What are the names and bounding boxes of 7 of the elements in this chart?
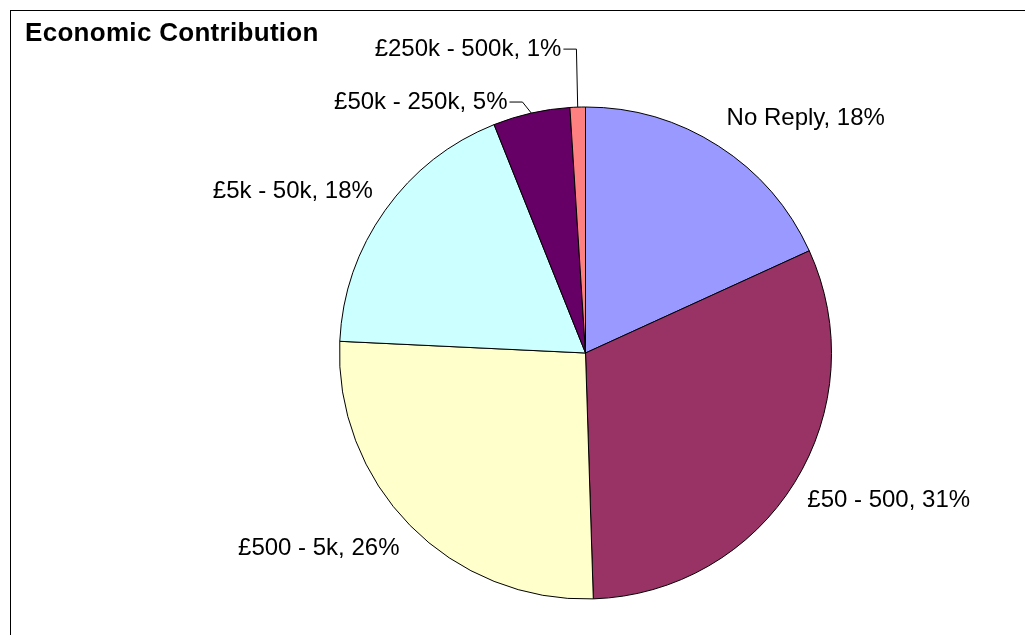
slice-label: £5k - 50k, 18% (212, 175, 373, 203)
slice-label: £500 - 5k, 26% (238, 533, 400, 561)
slice-label: No Reply, 18% (726, 102, 885, 130)
slice-label: £50k - 250k, 5% (334, 86, 508, 114)
chart-title: Economic Contribution (25, 17, 319, 48)
slice-label: £250k - 500k, 1% (374, 33, 562, 61)
slice-label: £50 - 500, 31% (807, 484, 971, 512)
